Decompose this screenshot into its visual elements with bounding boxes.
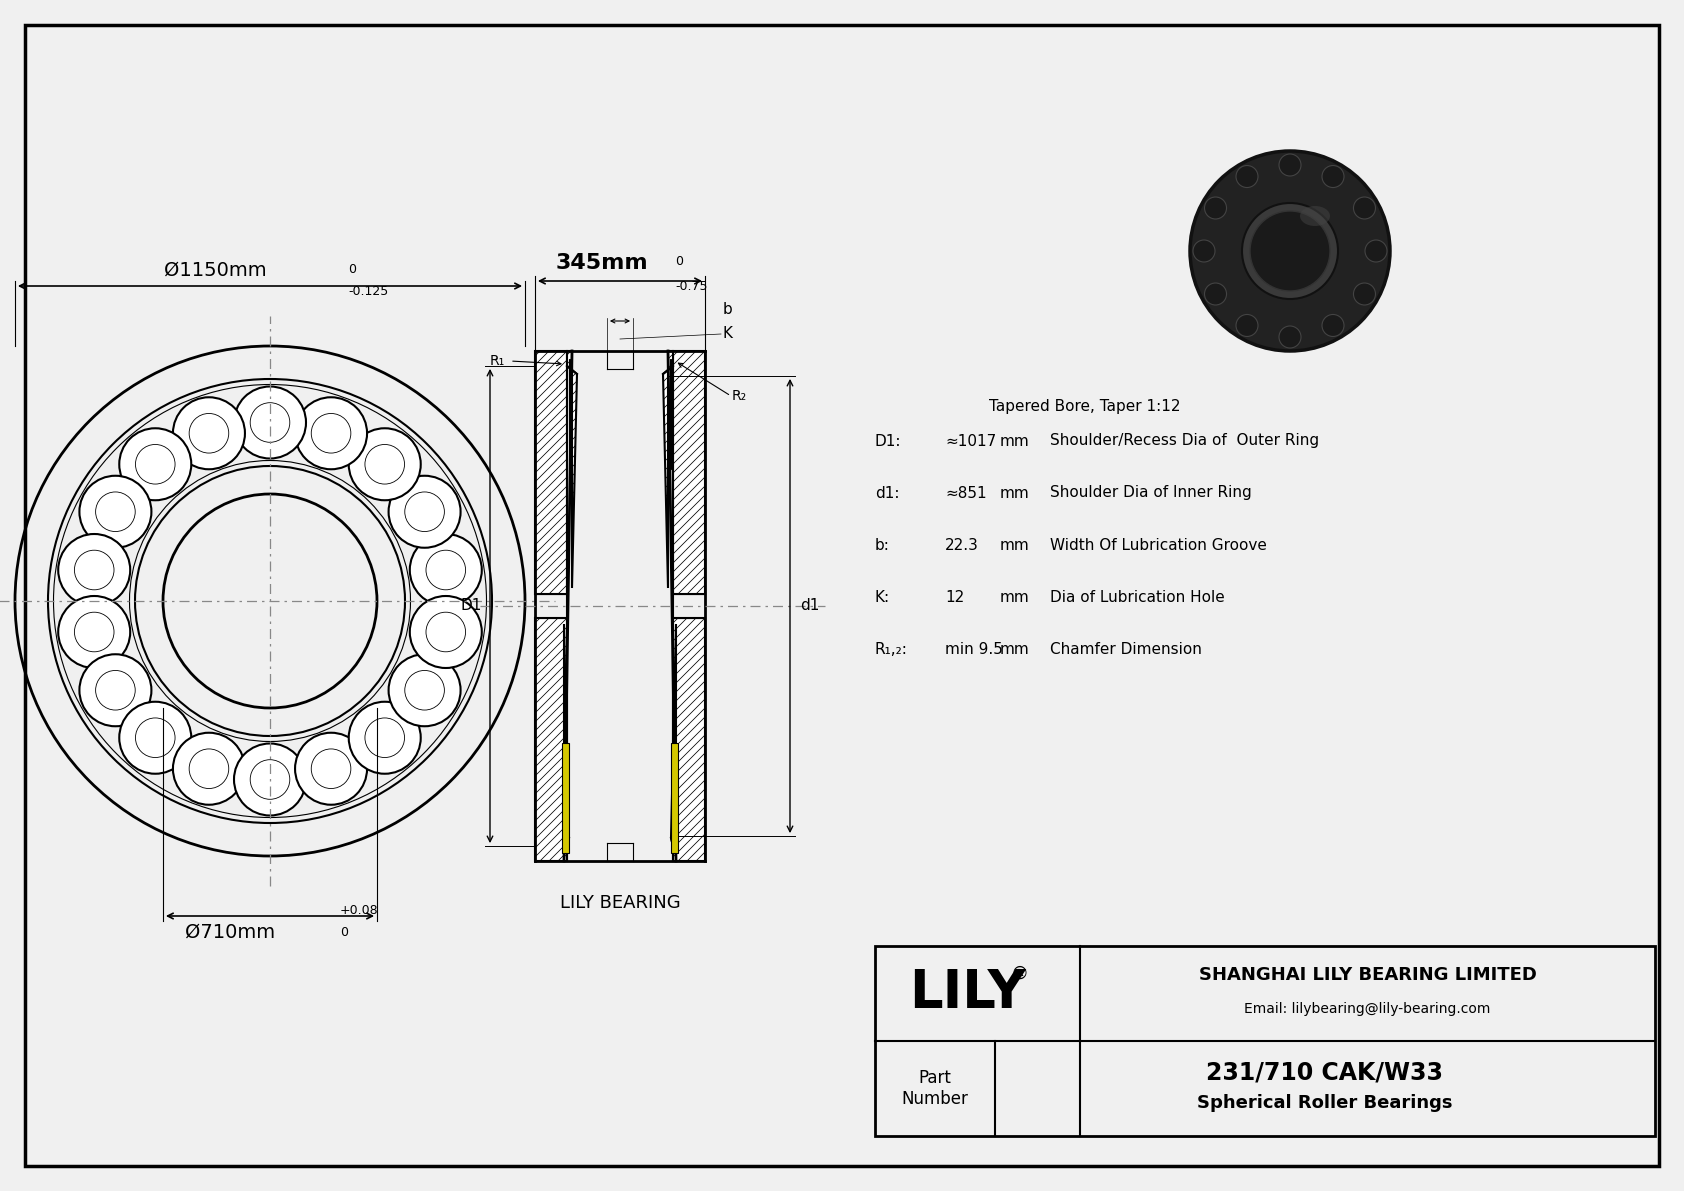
Text: b:: b:: [876, 537, 889, 553]
Text: b: b: [722, 301, 733, 317]
Circle shape: [120, 429, 192, 500]
Circle shape: [1236, 314, 1258, 337]
Circle shape: [79, 475, 152, 548]
Circle shape: [1366, 241, 1388, 262]
Polygon shape: [568, 351, 578, 588]
Circle shape: [389, 475, 461, 548]
Polygon shape: [663, 351, 674, 588]
Circle shape: [234, 387, 306, 459]
Text: mm: mm: [1000, 537, 1029, 553]
Text: Ø710mm: Ø710mm: [185, 923, 274, 942]
Text: LILY BEARING: LILY BEARING: [559, 894, 680, 912]
Text: -0.125: -0.125: [349, 285, 389, 298]
Text: ≈1017: ≈1017: [945, 434, 997, 449]
Circle shape: [1280, 154, 1302, 176]
Circle shape: [1243, 202, 1339, 299]
Circle shape: [1354, 283, 1376, 305]
Text: 0: 0: [340, 925, 349, 939]
Text: K: K: [722, 326, 733, 342]
Circle shape: [59, 534, 130, 606]
Circle shape: [1204, 283, 1226, 305]
Circle shape: [1354, 197, 1376, 219]
Text: 0: 0: [675, 255, 684, 268]
Text: Tapered Bore, Taper 1:12: Tapered Bore, Taper 1:12: [989, 399, 1180, 413]
Circle shape: [79, 654, 152, 727]
Circle shape: [295, 732, 367, 805]
Text: Spherical Roller Bearings: Spherical Roller Bearings: [1197, 1093, 1453, 1111]
Text: R₁,₂:: R₁,₂:: [876, 642, 908, 656]
Text: d1: d1: [800, 599, 820, 613]
Text: Part
Number: Part Number: [901, 1070, 968, 1108]
Text: ®: ®: [1010, 965, 1029, 983]
Text: 0: 0: [349, 263, 355, 276]
Circle shape: [409, 596, 482, 668]
Text: d1:: d1:: [876, 486, 899, 500]
Text: Width Of Lubrication Groove: Width Of Lubrication Groove: [1051, 537, 1266, 553]
Circle shape: [173, 732, 244, 805]
Circle shape: [1236, 166, 1258, 187]
Circle shape: [349, 701, 421, 774]
Circle shape: [234, 743, 306, 816]
Text: Chamfer Dimension: Chamfer Dimension: [1051, 642, 1202, 656]
Polygon shape: [670, 743, 679, 853]
Circle shape: [1322, 166, 1344, 187]
Ellipse shape: [1300, 206, 1330, 226]
Circle shape: [59, 596, 130, 668]
Text: mm: mm: [1000, 590, 1029, 605]
Text: Ø1150mm: Ø1150mm: [163, 261, 266, 280]
Text: Shoulder/Recess Dia of  Outer Ring: Shoulder/Recess Dia of Outer Ring: [1051, 434, 1319, 449]
Text: 231/710 CAK/W33: 231/710 CAK/W33: [1206, 1060, 1443, 1085]
Text: R₂: R₂: [733, 389, 748, 403]
Text: mm: mm: [1000, 642, 1029, 656]
Circle shape: [409, 534, 482, 606]
Polygon shape: [564, 624, 569, 861]
Text: R₁: R₁: [490, 354, 505, 368]
Bar: [876, 946, 1655, 1136]
Circle shape: [1250, 211, 1330, 291]
Text: D1: D1: [461, 599, 482, 613]
Text: 12: 12: [945, 590, 965, 605]
Text: K:: K:: [876, 590, 891, 605]
Polygon shape: [674, 351, 706, 594]
Circle shape: [1280, 326, 1302, 348]
Text: D1:: D1:: [876, 434, 901, 449]
Polygon shape: [562, 743, 569, 853]
Circle shape: [120, 701, 192, 774]
Text: LILY: LILY: [909, 967, 1026, 1019]
Text: 22.3: 22.3: [945, 537, 978, 553]
Text: +0.08: +0.08: [340, 904, 379, 917]
Polygon shape: [674, 618, 706, 861]
Text: Shoulder Dia of Inner Ring: Shoulder Dia of Inner Ring: [1051, 486, 1251, 500]
Polygon shape: [536, 351, 568, 594]
Circle shape: [1204, 197, 1226, 219]
Circle shape: [173, 398, 244, 469]
Circle shape: [389, 654, 461, 727]
Circle shape: [295, 398, 367, 469]
Circle shape: [349, 429, 421, 500]
Circle shape: [1191, 151, 1389, 351]
Polygon shape: [670, 624, 675, 861]
Circle shape: [1322, 314, 1344, 337]
Text: ≈851: ≈851: [945, 486, 987, 500]
Text: Dia of Lubrication Hole: Dia of Lubrication Hole: [1051, 590, 1224, 605]
Text: Email: lilybearing@lily-bearing.com: Email: lilybearing@lily-bearing.com: [1244, 1002, 1490, 1016]
Text: SHANGHAI LILY BEARING LIMITED: SHANGHAI LILY BEARING LIMITED: [1199, 967, 1536, 985]
Text: -0.75: -0.75: [675, 280, 707, 293]
Text: mm: mm: [1000, 434, 1029, 449]
Polygon shape: [536, 618, 568, 861]
Text: min 9.5: min 9.5: [945, 642, 1004, 656]
Text: mm: mm: [1000, 486, 1029, 500]
Circle shape: [1192, 241, 1214, 262]
Text: 345mm: 345mm: [556, 252, 648, 273]
